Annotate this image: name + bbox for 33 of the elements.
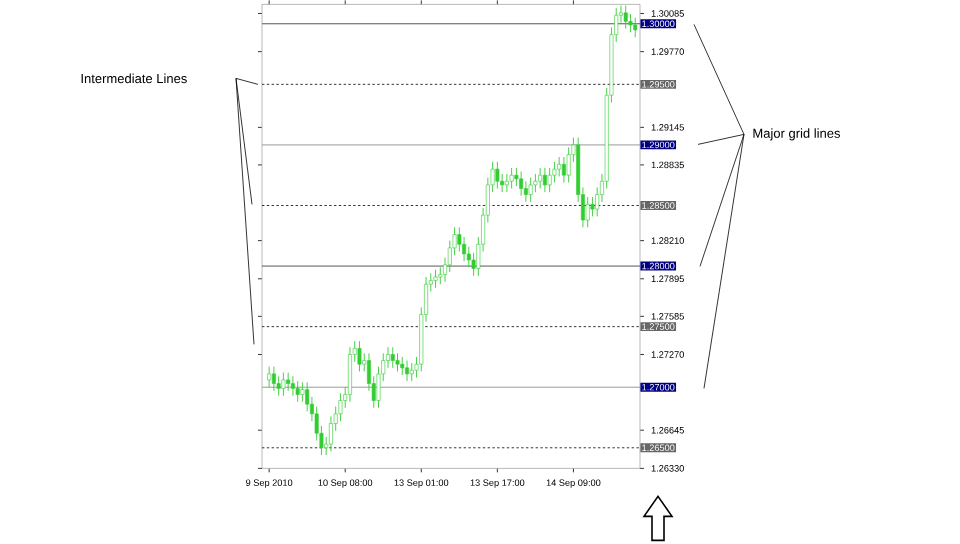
candlestick <box>395 352 400 372</box>
candlestick <box>623 4 628 29</box>
candlestick <box>523 180 528 203</box>
candlestick <box>348 346 352 403</box>
candlestick <box>390 346 395 369</box>
candlestick <box>538 167 543 189</box>
candlestick <box>276 375 281 396</box>
candlestick <box>267 365 272 388</box>
candlestick <box>557 156 562 177</box>
candlestick <box>528 176 533 203</box>
candlestick <box>590 196 595 217</box>
candlestick <box>433 269 438 289</box>
candlestick <box>400 356 405 376</box>
candlestick <box>566 146 571 183</box>
candlestick <box>290 375 295 396</box>
candlestick <box>633 17 638 38</box>
candlestick <box>295 380 300 403</box>
candlestick <box>281 372 286 396</box>
candlestick <box>405 359 409 382</box>
candlestick <box>547 167 552 193</box>
candlestick <box>300 381 305 403</box>
candlestick <box>504 173 509 193</box>
candlestick <box>519 170 524 197</box>
candlestick <box>357 340 362 372</box>
candlestick <box>286 372 291 392</box>
candlestick <box>542 167 547 193</box>
candlestick <box>328 415 333 452</box>
candlestick <box>471 252 476 277</box>
candlestick <box>409 362 414 382</box>
candlestick <box>628 13 633 33</box>
candlestick <box>495 161 500 189</box>
candlestick <box>509 167 514 189</box>
candlestick <box>271 365 276 392</box>
